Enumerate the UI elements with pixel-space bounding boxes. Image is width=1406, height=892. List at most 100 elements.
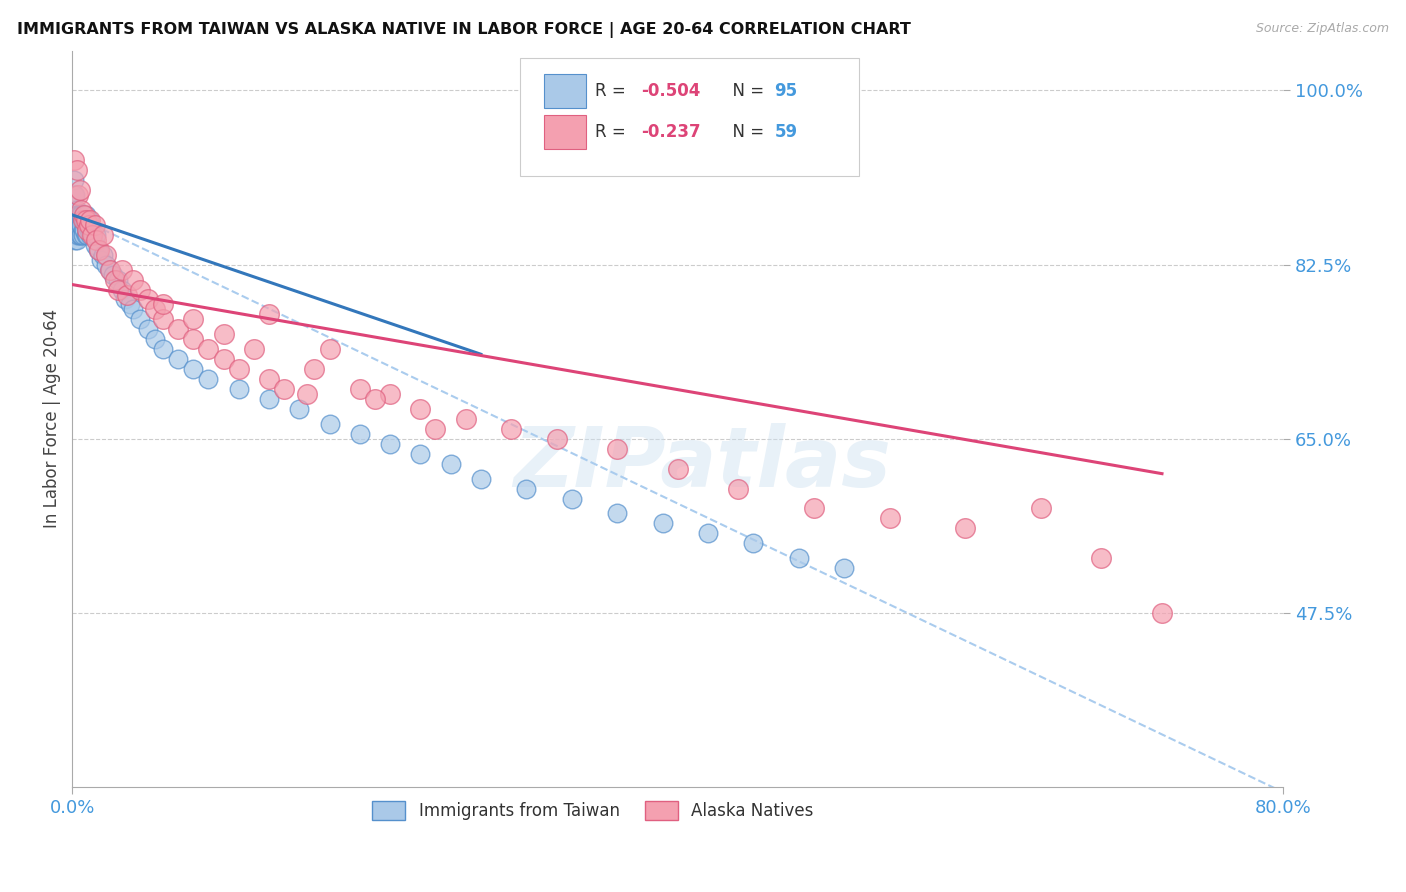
Point (651, 516, 673, 531)
Point (67, 212, 90, 227)
Point (136, 322, 159, 336)
Point (742, 536, 765, 550)
Point (727, 482, 749, 496)
Point (697, 526, 720, 541)
Point (304, 362, 326, 376)
Point (114, 293, 136, 307)
Point (955, 521, 977, 535)
Point (66, 202, 89, 217)
Point (152, 312, 174, 326)
Text: R =: R = (595, 123, 631, 141)
Point (257, 392, 280, 406)
Point (72, 212, 94, 227)
Point (86, 233, 108, 247)
Point (666, 461, 689, 475)
Point (501, 422, 523, 436)
Point (94, 258, 117, 272)
Point (69, 227, 91, 242)
Text: IMMIGRANTS FROM TAIWAN VS ALASKA NATIVE IN LABOR FORCE | AGE 20-64 CORRELATION C: IMMIGRANTS FROM TAIWAN VS ALASKA NATIVE … (17, 22, 911, 38)
Point (832, 561, 855, 575)
Point (65, 223, 87, 237)
Point (77, 218, 100, 232)
Point (94, 248, 117, 262)
Point (77, 223, 100, 237)
Point (803, 501, 825, 516)
Point (84, 237, 107, 252)
Point (67, 227, 90, 242)
Point (62, 212, 84, 227)
Point (243, 343, 266, 357)
Text: 59: 59 (775, 123, 797, 141)
Point (349, 382, 371, 396)
Point (257, 307, 280, 321)
Point (318, 343, 340, 357)
Point (65, 202, 87, 217)
Point (121, 302, 143, 317)
Point (76, 223, 98, 237)
Point (76, 227, 98, 242)
Point (104, 272, 127, 286)
FancyBboxPatch shape (520, 58, 859, 176)
Point (129, 283, 152, 297)
Point (409, 401, 432, 416)
Point (65, 218, 87, 232)
Point (1150, 606, 1173, 620)
Point (62, 188, 84, 202)
Point (152, 297, 174, 311)
Point (84, 218, 107, 232)
Point (65, 227, 87, 242)
Point (515, 482, 537, 496)
Point (212, 327, 235, 342)
Point (66, 223, 89, 237)
Point (197, 372, 219, 386)
Text: -0.237: -0.237 (641, 123, 702, 141)
Point (228, 362, 250, 376)
Point (181, 332, 204, 346)
Point (62, 202, 84, 217)
Point (121, 272, 143, 286)
Point (65, 188, 87, 202)
Point (129, 312, 152, 326)
Point (67, 223, 90, 237)
Point (1029, 501, 1052, 516)
Point (72, 223, 94, 237)
Point (62, 223, 84, 237)
Point (73, 223, 96, 237)
Point (80, 223, 103, 237)
Point (77, 212, 100, 227)
Point (75, 218, 97, 232)
Point (67, 223, 90, 237)
Point (118, 297, 141, 311)
Point (70, 227, 93, 242)
Point (66, 233, 89, 247)
Text: ZIPatlas: ZIPatlas (513, 423, 891, 504)
Point (70, 202, 93, 217)
Point (66, 218, 89, 232)
Point (73, 208, 96, 222)
Point (136, 293, 159, 307)
FancyBboxPatch shape (544, 115, 586, 149)
Point (378, 387, 401, 401)
Point (66, 218, 89, 232)
Point (787, 551, 810, 566)
Point (69, 218, 91, 232)
Point (145, 302, 167, 317)
Point (75, 212, 97, 227)
Point (167, 352, 190, 367)
Text: Source: ZipAtlas.com: Source: ZipAtlas.com (1256, 22, 1389, 36)
Point (145, 332, 167, 346)
Point (257, 372, 280, 386)
Point (67, 208, 90, 222)
Point (879, 511, 901, 525)
Point (470, 472, 492, 486)
Point (181, 362, 204, 376)
Point (606, 507, 628, 521)
Point (66, 208, 89, 222)
Text: N =: N = (723, 82, 770, 100)
Point (70, 208, 93, 222)
Point (75, 227, 97, 242)
Point (72, 212, 94, 227)
Point (73, 212, 96, 227)
Point (318, 417, 340, 431)
Point (212, 352, 235, 367)
